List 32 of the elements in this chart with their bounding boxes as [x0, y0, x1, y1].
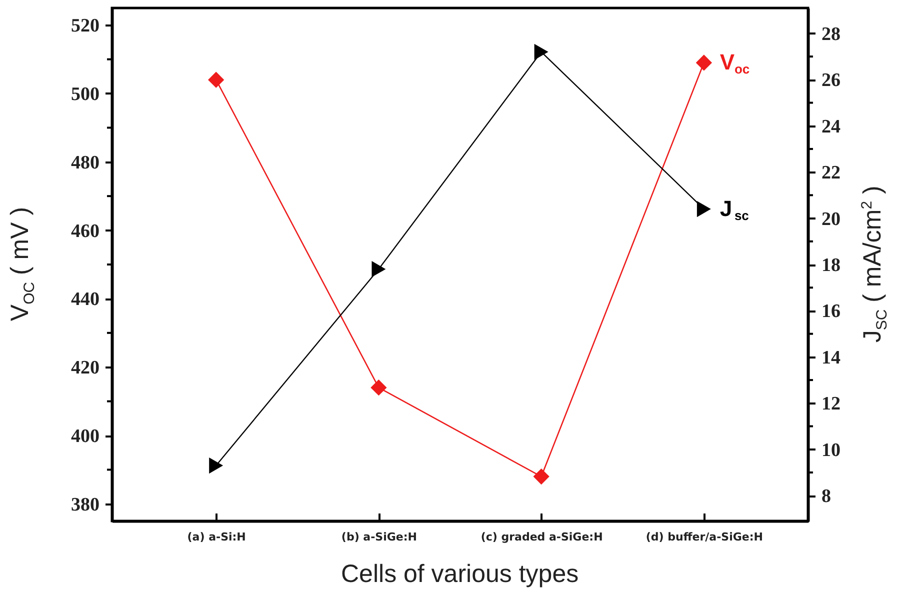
y2-tick-label: 14	[822, 347, 841, 368]
point	[372, 261, 386, 278]
point	[696, 54, 712, 71]
y-tick-label: 480	[71, 152, 100, 174]
y-tick-label: 440	[71, 289, 100, 310]
y-tick-label: 520	[71, 16, 100, 37]
point	[208, 72, 224, 88]
x-tick-label: (c) graded a-SiGe:H	[480, 530, 603, 544]
y2-tick-label: 10	[822, 440, 840, 461]
y2-tick-label: 24	[822, 116, 841, 138]
point	[534, 44, 548, 60]
y-tick-label: 460	[71, 220, 100, 242]
y2-tick-label: 8	[822, 486, 831, 508]
y2-tick-label: 16	[822, 301, 840, 322]
y-tick-label: 420	[71, 358, 100, 379]
point	[209, 457, 224, 474]
y2-tick-label: 22	[822, 162, 840, 184]
x-axis-title: Cells of various types	[341, 560, 579, 589]
point	[696, 200, 711, 218]
x-tick-label: (a) a-Si:H	[187, 530, 246, 544]
y2-tick-label: 28	[822, 24, 840, 45]
y-tick-label: 400	[71, 426, 100, 447]
point	[370, 380, 387, 396]
x-tick-label: (b) a-SiGe:H	[341, 530, 417, 544]
point	[533, 468, 550, 485]
y2-tick-label: 26	[822, 70, 840, 92]
y-tick-label: 500	[71, 84, 100, 105]
y2-tick-label: 20	[822, 208, 840, 230]
x-tick-label: (d) buffer/a-SiGe:H	[646, 530, 763, 544]
y-tick-label: 380	[71, 494, 100, 516]
y2-tick-label: 12	[822, 394, 840, 415]
y2-tick-label: 18	[822, 255, 840, 276]
